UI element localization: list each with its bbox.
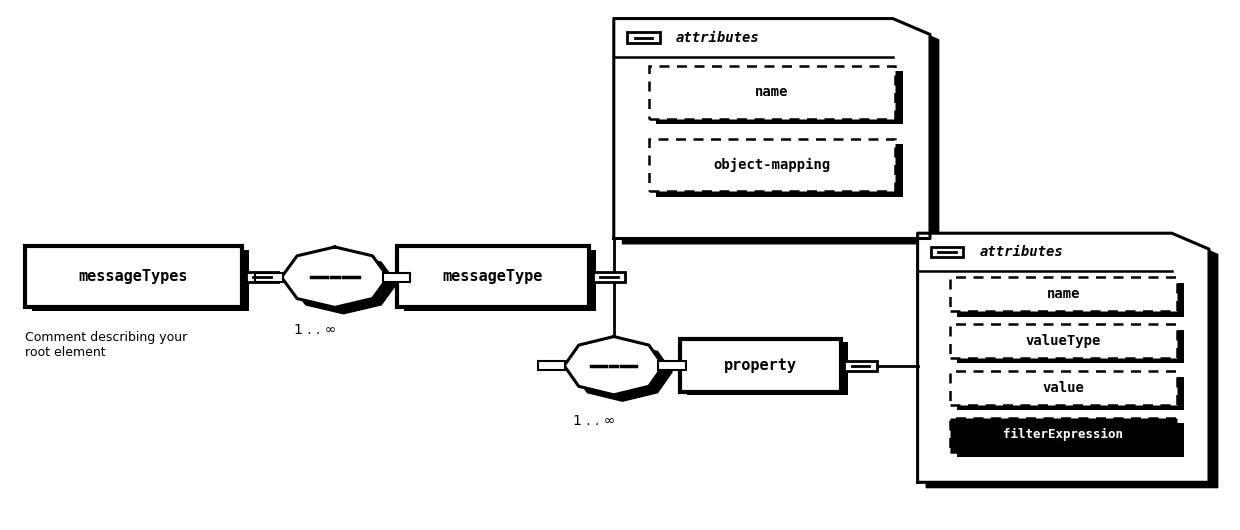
Polygon shape <box>573 343 672 401</box>
FancyBboxPatch shape <box>627 32 660 43</box>
FancyBboxPatch shape <box>957 330 1184 364</box>
Polygon shape <box>918 233 1209 482</box>
FancyBboxPatch shape <box>656 144 903 197</box>
FancyBboxPatch shape <box>255 273 283 281</box>
Polygon shape <box>614 19 930 239</box>
Text: property: property <box>724 358 796 373</box>
FancyBboxPatch shape <box>950 371 1177 405</box>
FancyBboxPatch shape <box>931 247 963 258</box>
FancyBboxPatch shape <box>957 423 1184 457</box>
Polygon shape <box>564 337 663 395</box>
Text: messageType: messageType <box>443 269 543 285</box>
FancyBboxPatch shape <box>649 139 895 191</box>
Text: value: value <box>1043 381 1084 395</box>
Text: name: name <box>755 85 789 99</box>
Text: 1 . . ∞: 1 . . ∞ <box>573 414 615 428</box>
FancyBboxPatch shape <box>844 360 877 371</box>
Polygon shape <box>926 238 1218 488</box>
FancyBboxPatch shape <box>957 282 1184 316</box>
Text: valueType: valueType <box>1025 334 1101 348</box>
FancyBboxPatch shape <box>404 250 596 311</box>
FancyBboxPatch shape <box>658 361 686 370</box>
FancyBboxPatch shape <box>950 324 1177 358</box>
FancyBboxPatch shape <box>950 277 1177 311</box>
Text: object-mapping: object-mapping <box>713 158 831 172</box>
FancyBboxPatch shape <box>397 246 589 307</box>
FancyBboxPatch shape <box>950 418 1177 452</box>
Text: filterExpression: filterExpression <box>1003 428 1123 441</box>
FancyBboxPatch shape <box>649 66 895 119</box>
FancyBboxPatch shape <box>680 339 841 392</box>
Polygon shape <box>622 24 939 244</box>
Text: name: name <box>1047 287 1080 302</box>
FancyBboxPatch shape <box>656 72 903 124</box>
FancyBboxPatch shape <box>957 376 1184 410</box>
FancyBboxPatch shape <box>687 342 848 395</box>
Text: Comment describing your
root element: Comment describing your root element <box>25 331 187 359</box>
FancyBboxPatch shape <box>383 273 410 281</box>
Text: messageTypes: messageTypes <box>78 269 188 285</box>
FancyBboxPatch shape <box>32 250 249 311</box>
Polygon shape <box>290 253 397 314</box>
Text: attributes: attributes <box>676 31 760 45</box>
FancyBboxPatch shape <box>246 272 278 282</box>
Text: attributes: attributes <box>980 245 1064 259</box>
FancyBboxPatch shape <box>538 361 565 370</box>
Polygon shape <box>281 247 388 307</box>
Text: 1 . . ∞: 1 . . ∞ <box>294 323 336 337</box>
FancyBboxPatch shape <box>25 246 242 307</box>
FancyBboxPatch shape <box>593 272 625 282</box>
